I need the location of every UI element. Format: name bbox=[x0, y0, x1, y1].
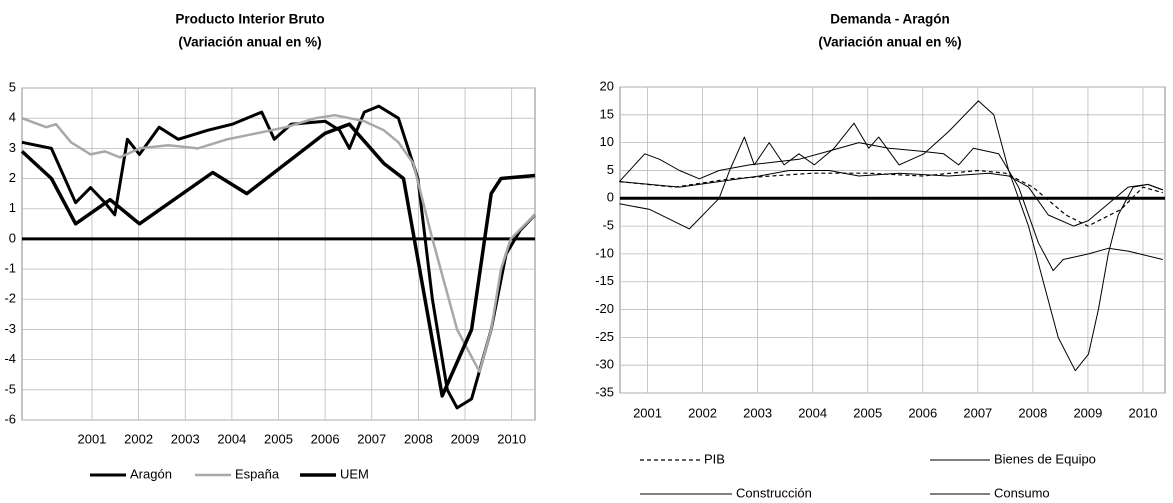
y-tick-label: -3 bbox=[4, 321, 16, 336]
y-tick-label: -15 bbox=[595, 273, 614, 288]
chart-title: Demanda - Aragón bbox=[830, 12, 950, 27]
x-tick-label: 2010 bbox=[497, 431, 526, 446]
chart-subtitle: (Variación anual en %) bbox=[818, 35, 961, 50]
series-line bbox=[21, 113, 536, 373]
y-tick-label: 0 bbox=[9, 230, 16, 245]
legend-label: UEM bbox=[340, 466, 369, 481]
y-tick-label: -4 bbox=[4, 351, 16, 366]
y-tick-label: -6 bbox=[4, 411, 16, 426]
plot-area bbox=[619, 86, 1166, 394]
y-tick-label: -5 bbox=[602, 218, 614, 233]
x-tick-label: 2007 bbox=[357, 431, 386, 446]
legend-label: Bienes de Equipo bbox=[994, 451, 1096, 466]
x-tick-label: 2002 bbox=[688, 405, 717, 420]
chart-subtitle: (Variación anual en %) bbox=[178, 35, 321, 50]
legend-label: Construcción bbox=[736, 485, 812, 500]
y-tick-label: -20 bbox=[595, 301, 614, 316]
x-tick-label: 2007 bbox=[963, 405, 992, 420]
x-tick-label: 2004 bbox=[798, 405, 827, 420]
y-tick-label: -2 bbox=[4, 291, 16, 306]
x-tick-label: 2009 bbox=[451, 431, 480, 446]
y-tick-label: 4 bbox=[9, 110, 16, 125]
x-tick-label: 2010 bbox=[1129, 405, 1158, 420]
series-line bbox=[619, 142, 1163, 272]
x-tick-label: 2009 bbox=[1073, 405, 1102, 420]
legend-label: Aragón bbox=[130, 466, 172, 481]
x-tick-label: 2001 bbox=[77, 431, 106, 446]
x-tick-label: 2003 bbox=[743, 405, 772, 420]
y-tick-label: -1 bbox=[4, 261, 16, 276]
chart-title: Producto Interior Bruto bbox=[175, 12, 324, 27]
y-tick-label: -5 bbox=[4, 381, 16, 396]
series-line bbox=[21, 104, 537, 410]
y-tick-label: 2 bbox=[9, 170, 16, 185]
x-tick-label: 2004 bbox=[217, 431, 246, 446]
series-line bbox=[619, 170, 1163, 227]
legend-label: España bbox=[235, 466, 280, 481]
series-line bbox=[619, 169, 1163, 227]
y-tick-label: 5 bbox=[9, 79, 16, 94]
y-tick-label: -10 bbox=[595, 245, 614, 260]
y-tick-label: 15 bbox=[600, 106, 614, 121]
x-tick-label: 2005 bbox=[853, 405, 882, 420]
y-tick-label: 1 bbox=[9, 200, 16, 215]
x-tick-label: 2008 bbox=[1018, 405, 1047, 420]
x-tick-label: 2003 bbox=[171, 431, 200, 446]
y-tick-label: 5 bbox=[607, 162, 614, 177]
series-line bbox=[619, 100, 1163, 372]
x-tick-label: 2001 bbox=[633, 405, 662, 420]
y-tick-label: -25 bbox=[595, 329, 614, 344]
legend-label: PIB bbox=[704, 451, 725, 466]
x-tick-label: 2006 bbox=[311, 431, 340, 446]
y-tick-label: 0 bbox=[607, 190, 614, 205]
legend-label: Consumo bbox=[994, 485, 1050, 500]
x-tick-label: 2002 bbox=[124, 431, 153, 446]
y-tick-label: 20 bbox=[600, 78, 614, 93]
series-line bbox=[20, 122, 536, 398]
y-tick-label: -35 bbox=[595, 384, 614, 399]
x-tick-label: 2006 bbox=[908, 405, 937, 420]
x-tick-label: 2005 bbox=[264, 431, 293, 446]
y-tick-label: 3 bbox=[9, 140, 16, 155]
y-tick-label: 10 bbox=[600, 134, 614, 149]
x-tick-label: 2008 bbox=[404, 431, 433, 446]
chart: Demanda - Aragón (Variación anual en %) -3… bbox=[595, 12, 1166, 500]
y-tick-label: -30 bbox=[595, 357, 614, 372]
chart: Producto Interior Bruto (Variación anual … bbox=[4, 12, 537, 481]
